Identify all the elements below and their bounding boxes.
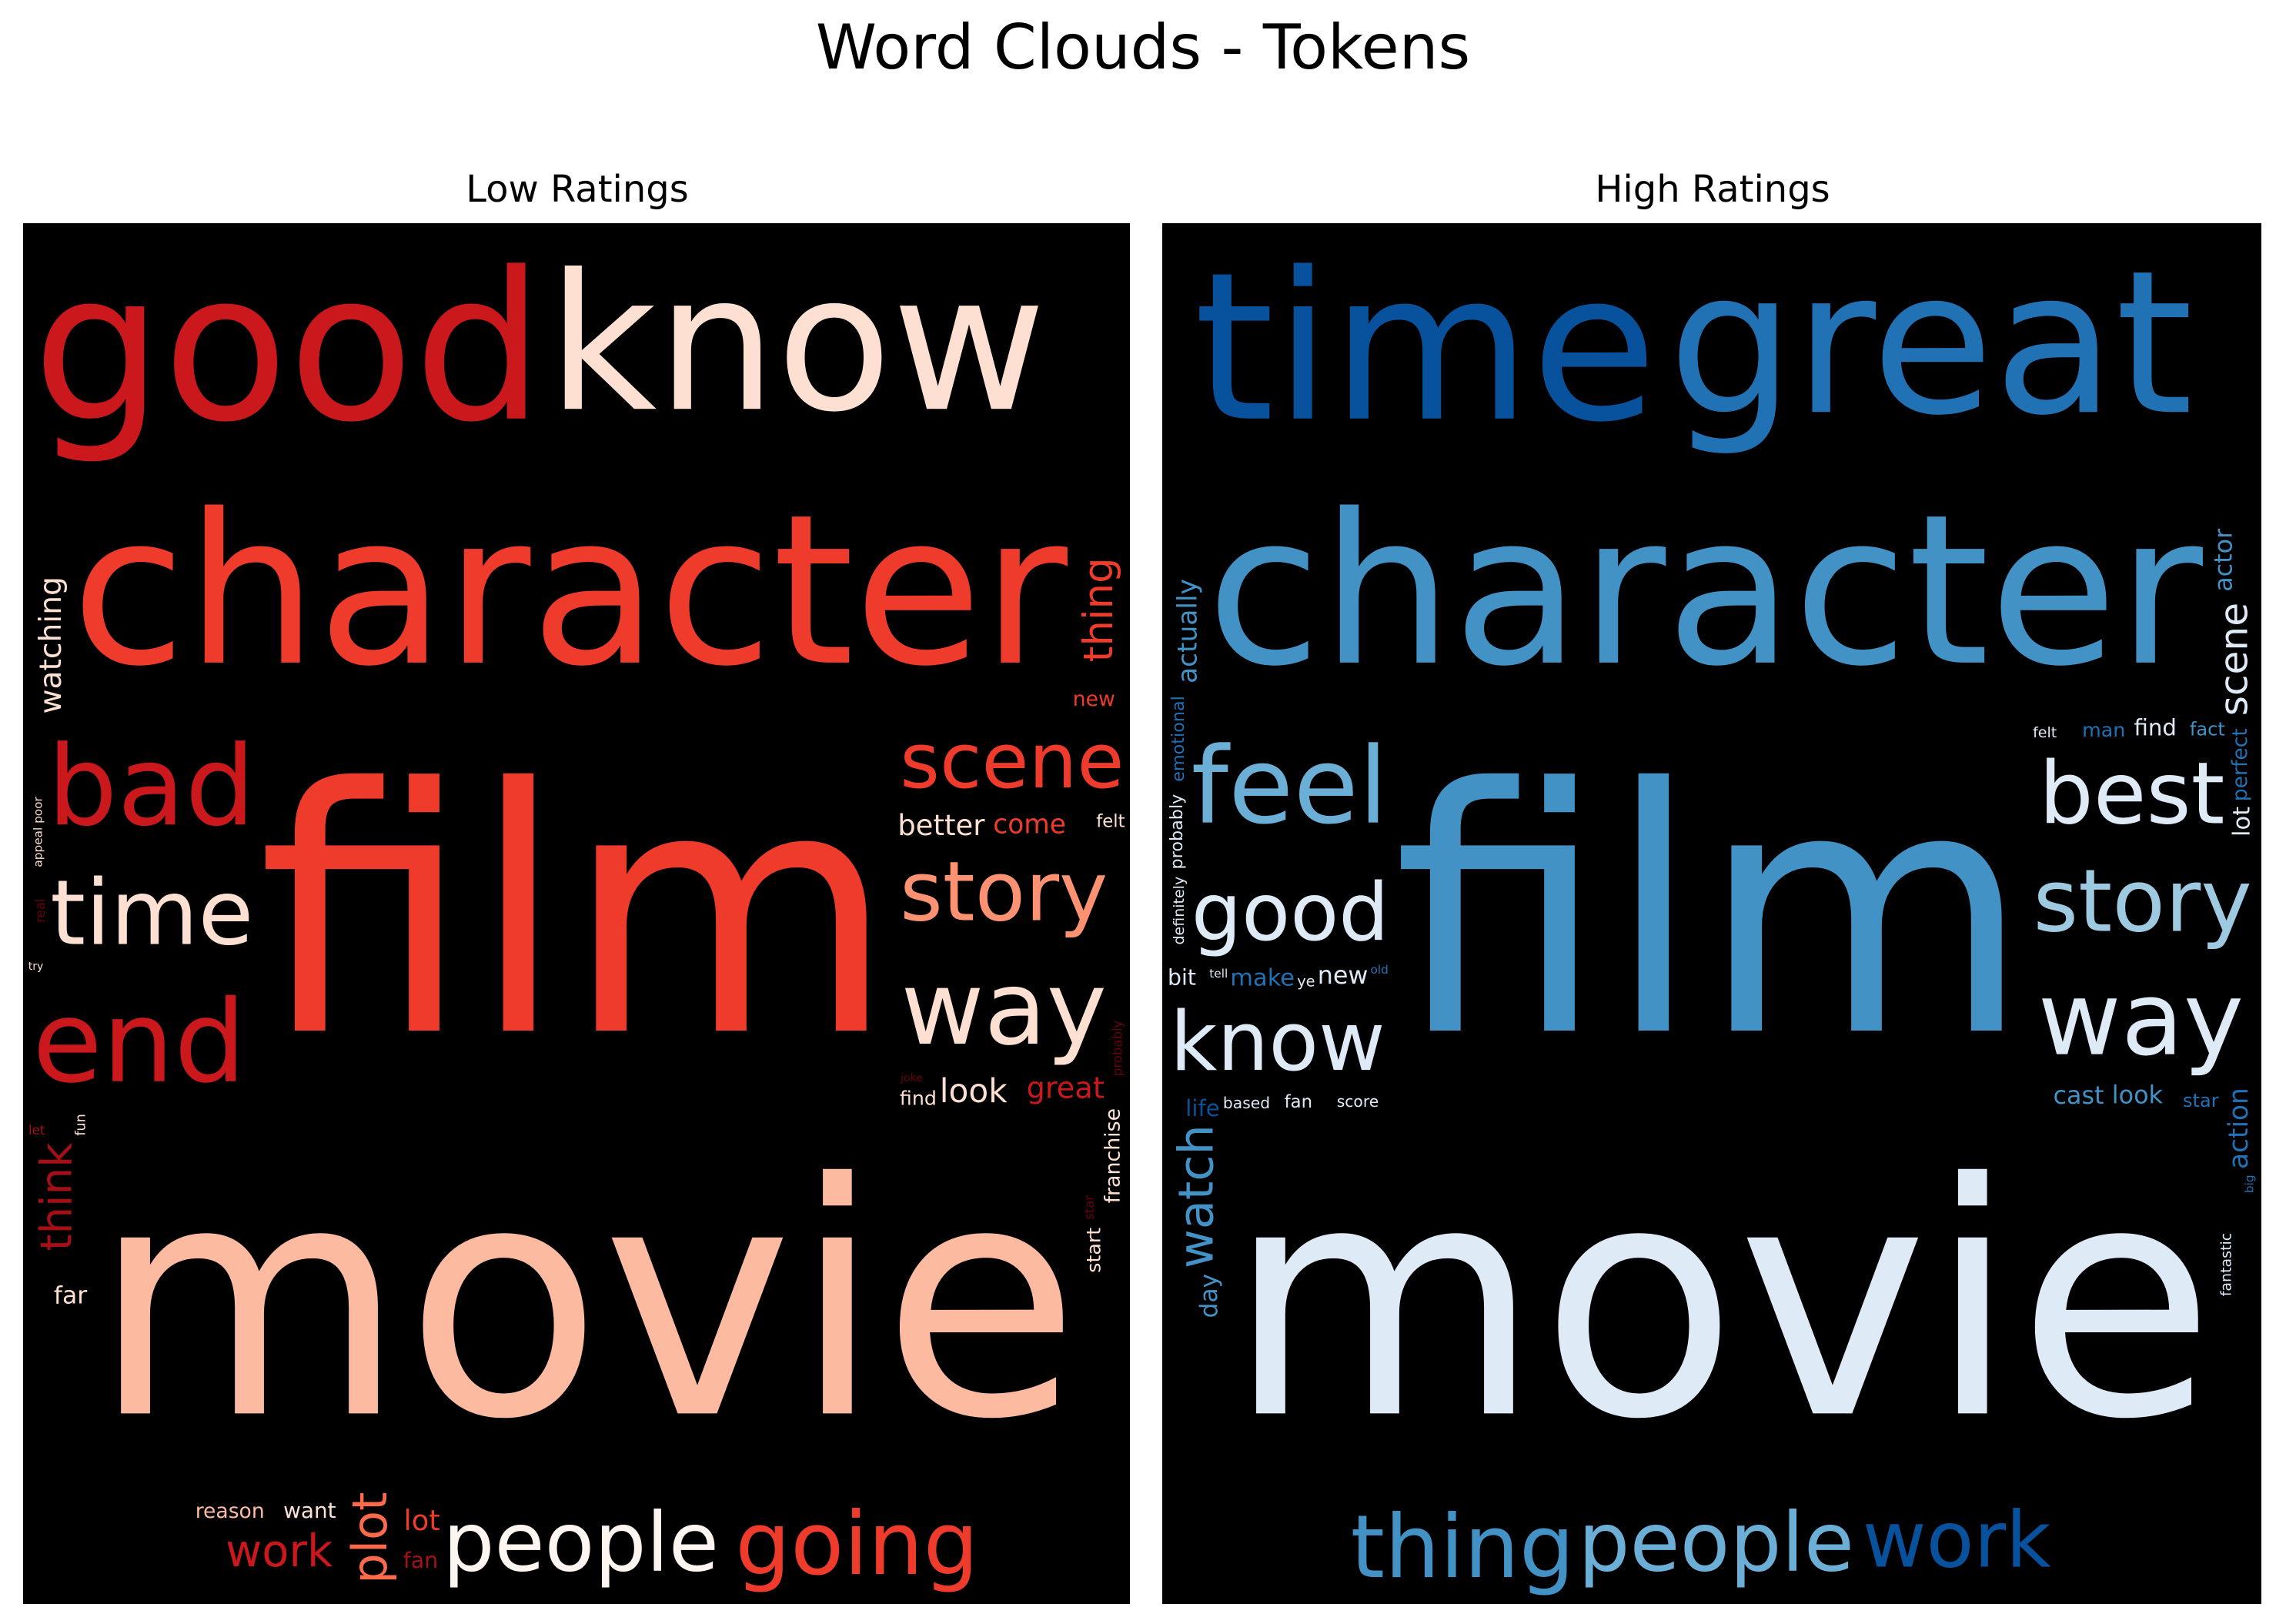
word-high-new: new (1318, 961, 1369, 990)
word-high-based: based (1223, 1094, 1270, 1112)
word-low-movie: movie (92, 1114, 1080, 1489)
word-low-want: want (283, 1498, 336, 1523)
word-high-probably: probably (1167, 794, 1187, 870)
panel-title-high-ratings: High Ratings (1595, 168, 1830, 211)
word-low-reason: reason (196, 1499, 265, 1523)
word-high-man: man (2082, 719, 2125, 741)
word-high-tell: tell (1209, 967, 1228, 981)
word-low-way: way (901, 950, 1107, 1068)
word-high-perfect: perfect (2228, 728, 2252, 801)
word-low-franchise: franchise (1101, 1108, 1125, 1203)
word-high-watch: watch (1168, 1124, 1224, 1268)
word-low-try: try (28, 961, 44, 973)
word-low-plot: plot (342, 1492, 398, 1584)
word-low-story: story (900, 844, 1108, 940)
word-high-lot: lot (2229, 807, 2256, 837)
word-high-fantastic: fantastic (2217, 1233, 2234, 1297)
word-high-people: people (1578, 1495, 1854, 1589)
word-low-thing: thing (1075, 557, 1122, 662)
word-low-time: time (50, 860, 253, 965)
word-low-better: better (897, 809, 985, 842)
panel-title-low-ratings: Low Ratings (466, 168, 689, 211)
word-high-fact: fact (2190, 719, 2225, 740)
word-low-good: good (32, 229, 543, 467)
word-low-far: far (54, 1282, 87, 1310)
word-low-bad: bad (48, 722, 256, 850)
word-high-movie: movie (1227, 1114, 2215, 1489)
word-low-scene: scene (900, 717, 1124, 806)
word-low-look: look (940, 1072, 1008, 1110)
word-low-think: think (32, 1142, 82, 1251)
word-low-know: know (548, 233, 1047, 453)
word-high-story: story (2034, 850, 2252, 951)
word-high-make: make (1230, 965, 1295, 992)
word-low-real: real (33, 899, 48, 923)
word-low-find: find (900, 1088, 937, 1110)
word-low-new: new (1073, 687, 1115, 711)
word-high-ye: ye (1297, 972, 1315, 990)
word-high-great: great (1668, 228, 2193, 459)
word-high-life: life (1185, 1095, 1219, 1121)
word-high-actor: actor (2210, 528, 2238, 592)
word-low-character: character (72, 469, 1070, 712)
word-cloud-high-ratings: film movie character time great story good way p… (1162, 223, 2261, 1604)
word-high-time: time (1194, 229, 1657, 467)
word-low-great: great (1027, 1071, 1105, 1106)
word-low-going: going (735, 1493, 978, 1595)
word-low-let: let (28, 1123, 45, 1138)
word-high-day: day (1195, 1274, 1223, 1318)
word-high-actually: actually (1173, 579, 1204, 683)
word-low-joke: joke (900, 1072, 923, 1084)
word-low-star: star (1082, 1195, 1097, 1220)
word-low-watching: watching (34, 576, 69, 713)
word-low-come: come (993, 810, 1066, 840)
word-low-people: people (443, 1495, 719, 1589)
word-high-definitely: definitely (1171, 877, 1188, 945)
word-high-action: action (2224, 1088, 2254, 1169)
word-high-old: old (1371, 963, 1389, 977)
word-high-know: know (1170, 994, 1385, 1089)
word-high-feel: feel (1191, 725, 1389, 848)
word-high-film: film (1393, 717, 2030, 1111)
word-high-bit: bit (1168, 964, 1196, 990)
word-high-best: best (2039, 744, 2224, 844)
word-high-emotional: emotional (1168, 696, 1188, 782)
word-low-appeal-poor: appeal poor (31, 796, 45, 867)
word-high-cast: cast (2054, 1081, 2104, 1110)
word-high-work: work (1863, 1494, 2051, 1585)
word-low-fan: fan (403, 1548, 438, 1573)
word-high-scene: scene (2211, 603, 2257, 716)
word-low-lot: lot (404, 1504, 440, 1537)
word-low-fun: fun (73, 1114, 89, 1136)
word-low-start: start (1082, 1228, 1105, 1273)
word-high-big: big (2242, 1175, 2256, 1193)
word-low-film: film (258, 717, 895, 1111)
word-high-look: look (2112, 1081, 2164, 1110)
word-low-end: end (32, 976, 246, 1108)
word-high-find: find (2134, 714, 2177, 740)
word-high-felt: felt (2033, 724, 2057, 741)
word-high-character: character (1207, 469, 2205, 712)
word-low-felt: felt (1096, 812, 1125, 832)
word-high-star: star (2183, 1090, 2219, 1111)
word-high-way: way (2038, 961, 2244, 1079)
figure-title: Word Clouds - Tokens (815, 12, 1471, 83)
word-high-good: good (1191, 867, 1389, 959)
word-low-work: work (226, 1525, 333, 1577)
word-high-fan: fan (1285, 1092, 1312, 1112)
word-high-score: score (1337, 1092, 1379, 1111)
word-cloud-low-ratings: film movie character good know story time way pe… (23, 223, 1130, 1604)
word-high-thing: thing (1351, 1496, 1575, 1598)
word-low-probably: probably (1111, 1020, 1125, 1076)
